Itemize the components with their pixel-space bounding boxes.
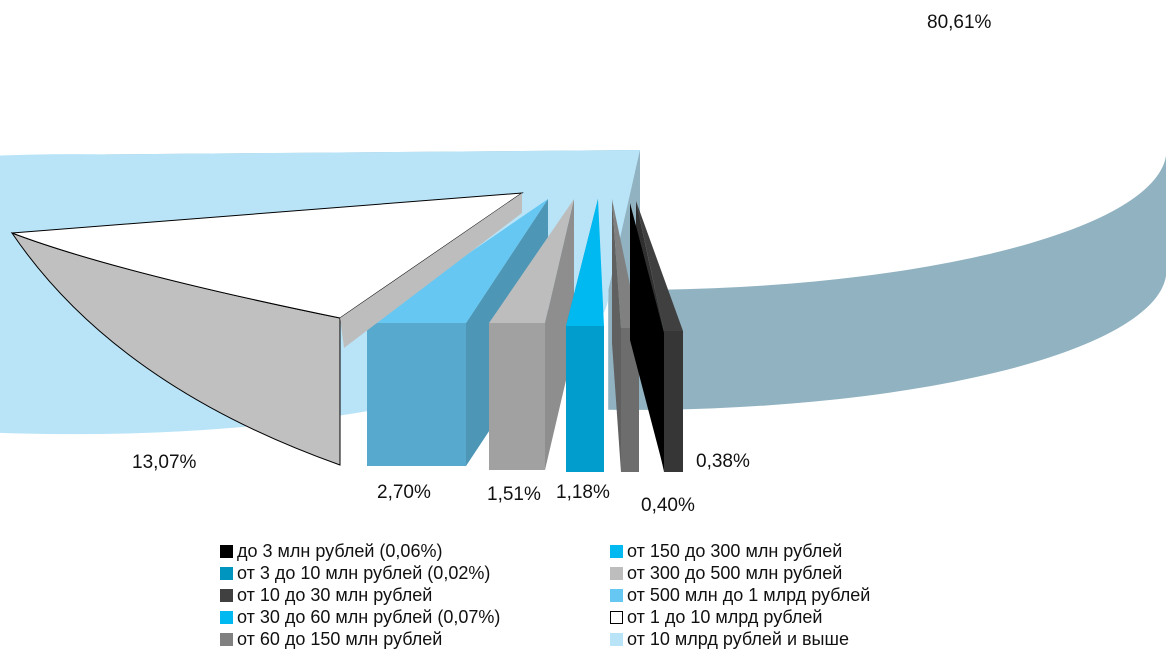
slice-front-wall [621, 328, 639, 472]
pie-slice-top [11, 192, 524, 319]
slice-side-wall [612, 199, 621, 472]
slice-side-wall [545, 199, 574, 470]
legend-label: от 10 млрд рублей и выше [627, 629, 849, 649]
legend-right-column: от 150 до 300 млн рублей от 300 до 500 мл… [610, 540, 870, 650]
data-label-1-51: 1,51% [487, 484, 541, 505]
pie-slice-top [566, 199, 604, 326]
legend-item: до 3 млн рублей (0,06%) [220, 540, 500, 562]
legend-left-column: до 3 млн рублей (0,06%) от 3 до 10 млн ру… [220, 540, 500, 650]
data-label-1-18: 1,18% [556, 482, 610, 503]
slice-front-wall [367, 323, 466, 466]
legend-label: до 3 млн рублей (0,06%) [237, 541, 443, 561]
legend-label: от 1 до 10 млрд рублей [627, 607, 823, 627]
legend-swatch [220, 566, 233, 580]
legend-swatch [220, 588, 233, 602]
legend-label: от 3 до 10 млн рублей (0,02%) [237, 563, 491, 583]
data-label-0-40: 0,40% [641, 495, 695, 516]
legend-item: от 30 до 60 млн рублей (0,07%) [220, 606, 500, 628]
data-label-80-61: 80,61% [927, 12, 992, 33]
legend-swatch [610, 610, 623, 624]
legend-item: от 3 до 10 млн рублей (0,02%) [220, 562, 500, 584]
legend-item: от 1 до 10 млрд рублей [610, 606, 870, 628]
data-label-13-07: 13,07% [132, 452, 197, 473]
pie-slice-top [489, 199, 574, 323]
legend-label: от 10 до 30 млн рублей [237, 585, 433, 605]
data-label-0-38: 0,38% [696, 451, 750, 472]
legend-label: от 300 до 500 млн рублей [627, 563, 843, 583]
slice-front-wall [664, 331, 683, 472]
legend-swatch [220, 610, 233, 624]
pie-slice-sliver [630, 203, 664, 470]
slice-front-wall [489, 323, 545, 470]
legend-label: от 500 млн до 1 млрд рублей [627, 585, 871, 605]
legend-item: от 500 млн до 1 млрд рублей [610, 584, 870, 606]
pie-slice-top [636, 201, 683, 331]
legend-label: от 30 до 60 млн рублей (0,07%) [237, 607, 501, 627]
legend-item: от 10 млрд рублей и выше [610, 628, 870, 650]
data-label-2-70: 2,70% [377, 482, 431, 503]
legend-item: от 300 до 500 млн рублей [610, 562, 870, 584]
legend-swatch [610, 544, 623, 558]
slice-outer-wall [608, 156, 1166, 410]
slice-front-wall [566, 326, 604, 472]
legend-swatch [610, 566, 623, 580]
legend-item: от 10 до 30 млн рублей [220, 584, 500, 606]
legend-swatch [610, 632, 623, 646]
legend-swatch [220, 632, 233, 646]
legend-label: от 60 до 150 млн рублей [237, 629, 443, 649]
legend-item: от 150 до 300 млн рублей [610, 540, 870, 562]
legend-label: от 150 до 300 млн рублей [627, 541, 843, 561]
legend-item: от 60 до 150 млн рублей [220, 628, 500, 650]
slice-side-wall [340, 193, 522, 348]
legend-swatch [610, 588, 623, 602]
legend-swatch [220, 544, 233, 558]
